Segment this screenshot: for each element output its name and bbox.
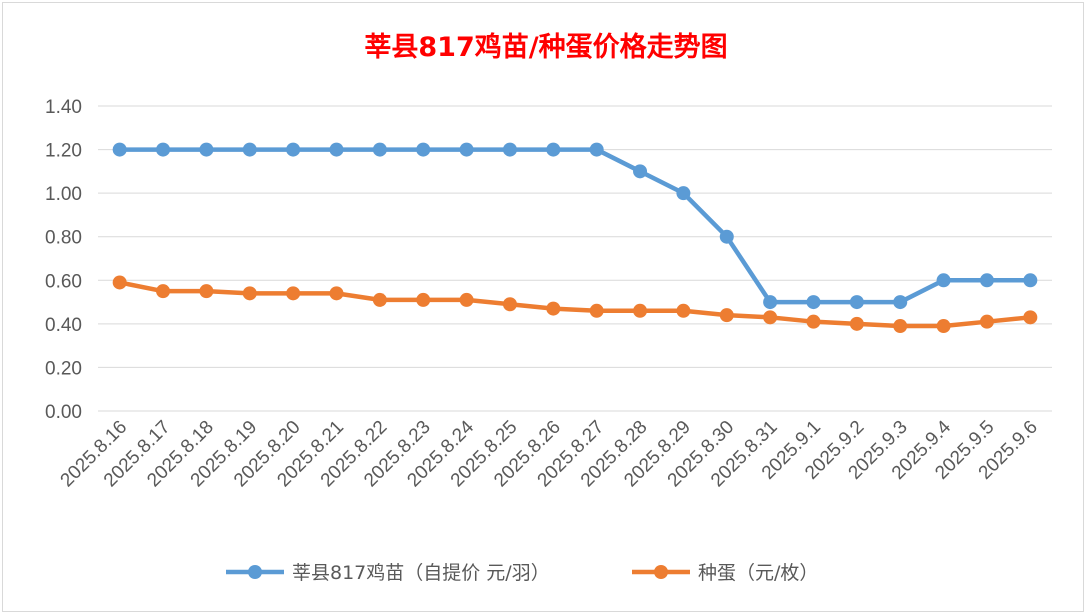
- data-point: [589, 142, 604, 157]
- series-1: [112, 142, 1038, 310]
- legend-label: 种蛋（元/枚）: [698, 562, 818, 584]
- x-axis: 2025.8.162025.8.172025.8.182025.8.192025…: [57, 416, 1042, 491]
- data-point: [719, 308, 734, 323]
- data-point: [806, 314, 821, 329]
- data-point: [372, 142, 387, 157]
- data-point: [806, 295, 821, 310]
- data-point: [329, 286, 344, 301]
- data-point: [936, 319, 951, 334]
- data-point: [372, 292, 387, 307]
- data-point: [676, 186, 691, 201]
- data-point: [156, 284, 171, 299]
- data-point: [849, 295, 864, 310]
- data-point: [242, 142, 257, 157]
- legend-label: 莘县817鸡苗（自提价 元/羽）: [292, 562, 550, 584]
- data-point: [199, 142, 214, 157]
- data-point: [112, 275, 127, 290]
- data-point: [546, 301, 561, 316]
- data-point: [1023, 310, 1038, 325]
- y-axis: 0.00 0.20 0.40 0.60 0.80 1.00 1.20 1.40: [45, 97, 82, 423]
- data-point: [416, 142, 431, 157]
- data-point: [719, 229, 734, 244]
- data-point: [979, 314, 994, 329]
- data-point: [763, 310, 778, 325]
- data-point: [676, 303, 691, 318]
- series-line: [119, 280, 1031, 329]
- y-tick-label: 0.40: [45, 315, 82, 336]
- data-point: [589, 303, 604, 318]
- data-point: [286, 142, 301, 157]
- legend: 莘县817鸡苗（自提价 元/羽） 种蛋（元/枚）: [226, 562, 818, 584]
- data-point: [849, 316, 864, 331]
- data-point: [156, 142, 171, 157]
- y-tick-label: 0.60: [45, 271, 82, 292]
- data-point: [502, 297, 517, 312]
- legend-item-1: 莘县817鸡苗（自提价 元/羽）: [226, 562, 550, 584]
- legend-item-2: 种蛋（元/枚）: [632, 562, 818, 584]
- data-point: [936, 273, 951, 288]
- legend-marker: [248, 565, 262, 579]
- data-point: [112, 142, 127, 157]
- data-point: [893, 319, 908, 334]
- data-point: [199, 284, 214, 299]
- data-point: [633, 303, 648, 318]
- data-point: [1023, 273, 1038, 288]
- data-point: [286, 286, 301, 301]
- data-point: [416, 292, 431, 307]
- data-point: [502, 142, 517, 157]
- chart-title: 莘县817鸡苗/种蛋价格走势图: [364, 32, 727, 63]
- y-tick-label: 1.40: [45, 97, 82, 118]
- y-tick-label: 1.00: [45, 184, 82, 205]
- data-point: [329, 142, 344, 157]
- series-group: [112, 142, 1038, 334]
- y-tick-label: 0.80: [45, 228, 82, 249]
- data-point: [893, 295, 908, 310]
- data-point: [459, 142, 474, 157]
- y-tick-label: 1.20: [45, 141, 82, 162]
- series-2: [112, 275, 1038, 334]
- y-tick-label: 0.00: [45, 402, 82, 423]
- data-point: [763, 295, 778, 310]
- data-point: [242, 286, 257, 301]
- legend-marker: [654, 565, 668, 579]
- data-point: [546, 142, 561, 157]
- series-line: [119, 147, 1031, 305]
- y-tick-label: 0.20: [45, 358, 82, 379]
- data-point: [459, 292, 474, 307]
- data-point: [633, 164, 648, 179]
- data-point: [979, 273, 994, 288]
